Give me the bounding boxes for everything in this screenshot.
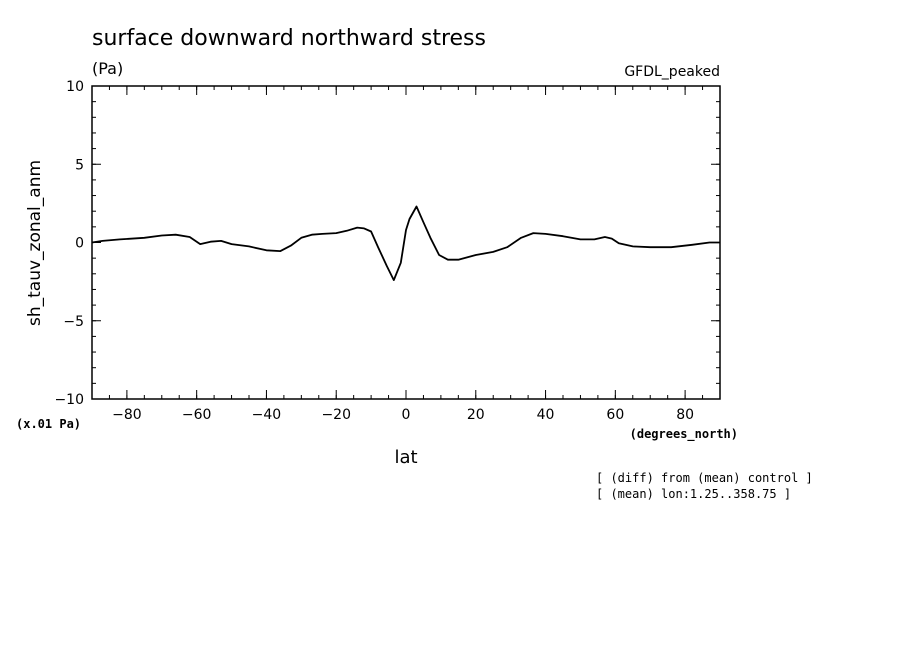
- x-tick-label: −20: [321, 407, 351, 423]
- x-tick-label: 60: [606, 407, 624, 423]
- x-tick-label: −80: [112, 407, 142, 423]
- y-tick-label: 5: [75, 157, 84, 173]
- y-tick-label: −5: [63, 314, 84, 330]
- y-tick-label: 0: [75, 236, 84, 252]
- x-tick-label: −40: [252, 407, 282, 423]
- x-units-label: (degrees_north): [630, 427, 738, 442]
- axes: −80 −60 −40 −20 0 20 40 60 80 −10 −5 0 5 10: [54, 79, 721, 423]
- x-tick-label: 80: [676, 407, 694, 423]
- x-axis-label: lat: [394, 447, 417, 468]
- x-tick-label: 0: [402, 407, 411, 423]
- chart-units: (Pa): [92, 59, 123, 78]
- y-scale-note: (x.01 Pa): [16, 417, 81, 431]
- x-tick-label: 40: [537, 407, 555, 423]
- series-layer: [91, 205, 720, 282]
- series-line: [91, 205, 720, 282]
- y-tick-label: 10: [66, 79, 84, 95]
- plot-frame: [91, 85, 721, 400]
- dataset-label: GFDL_peaked: [624, 64, 720, 80]
- chart-title: surface downward northward stress: [92, 26, 486, 51]
- x-tick-label: 20: [467, 407, 485, 423]
- x-tick-label: −60: [182, 407, 212, 423]
- y-axis-label: sh_tauv_zonal_anm: [25, 160, 45, 326]
- y-tick-label: −10: [54, 392, 84, 408]
- note-diff: [ (diff) from (mean) control ]: [596, 471, 813, 485]
- note-mean: [ (mean) lon:1.25..358.75 ]: [596, 487, 791, 501]
